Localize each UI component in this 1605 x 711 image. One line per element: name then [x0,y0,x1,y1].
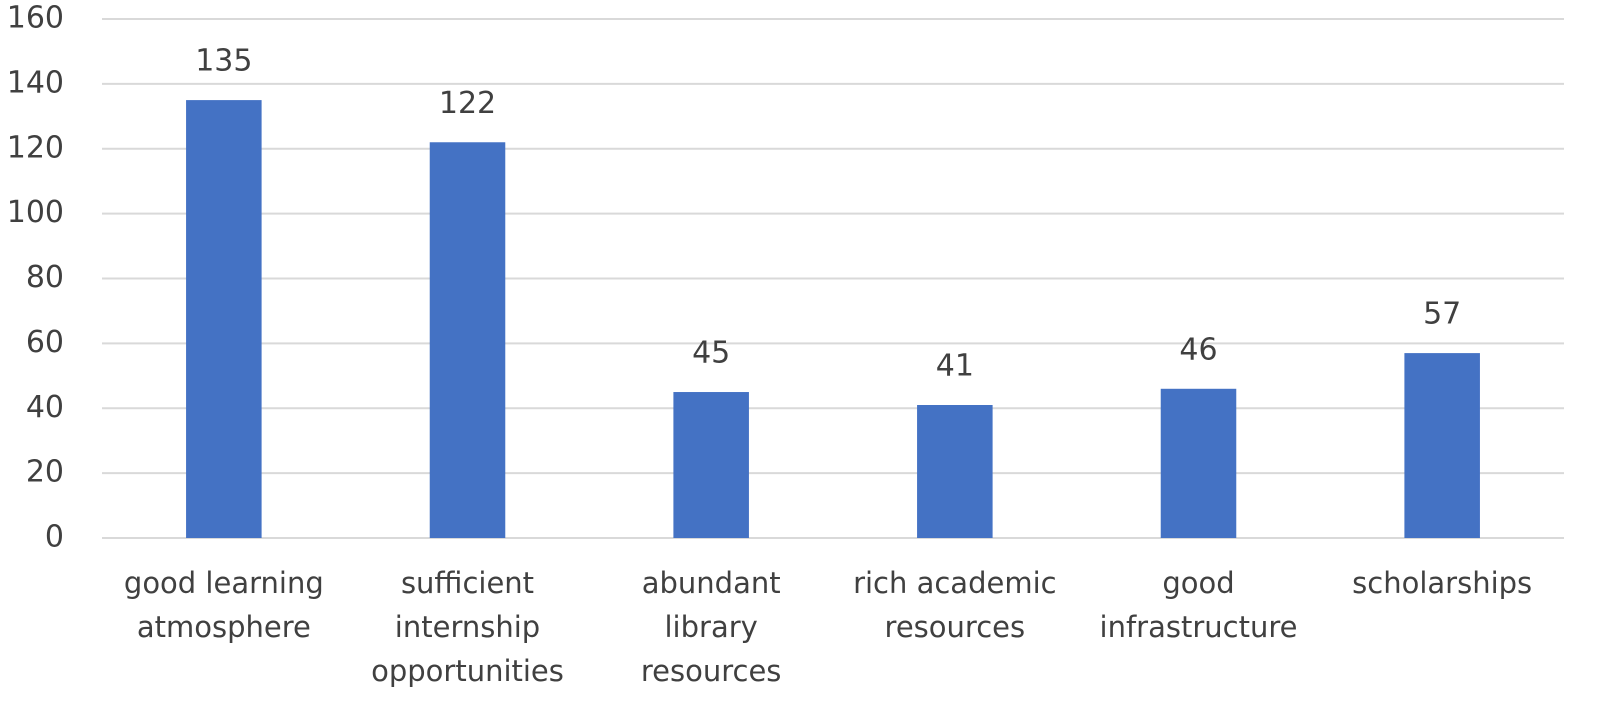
value-label: 46 [1179,332,1217,367]
value-label: 41 [936,349,974,384]
y-tick-label: 0 [45,520,64,555]
x-tick-label: sufficient internship opportunities [371,566,564,688]
bar [1404,353,1480,538]
bar [429,142,506,538]
y-tick-label: 160 [7,1,64,36]
y-tick-label: 60 [26,325,64,360]
y-tick-label: 140 [7,65,64,100]
value-label: 57 [1423,297,1461,332]
value-label: 122 [439,86,496,121]
bar [1160,388,1237,538]
x-tick-label: good infrastructure [1099,566,1298,644]
x-tick-label: abundant library resources [640,566,782,688]
bar [917,405,993,538]
bar [186,100,262,538]
y-tick-label: 100 [7,195,64,230]
value-label: 135 [195,44,252,79]
y-tick-label: 80 [26,260,64,295]
bar [673,392,749,538]
x-tick-label: scholarships [1352,566,1533,600]
y-tick-label: 20 [26,455,64,490]
y-tick-label: 40 [26,390,64,425]
y-tick-label: 120 [7,130,64,165]
x-tick-label: good learning atmosphere [123,566,324,644]
x-tick-label: rich academic resources [853,566,1057,644]
value-label: 45 [692,336,730,371]
